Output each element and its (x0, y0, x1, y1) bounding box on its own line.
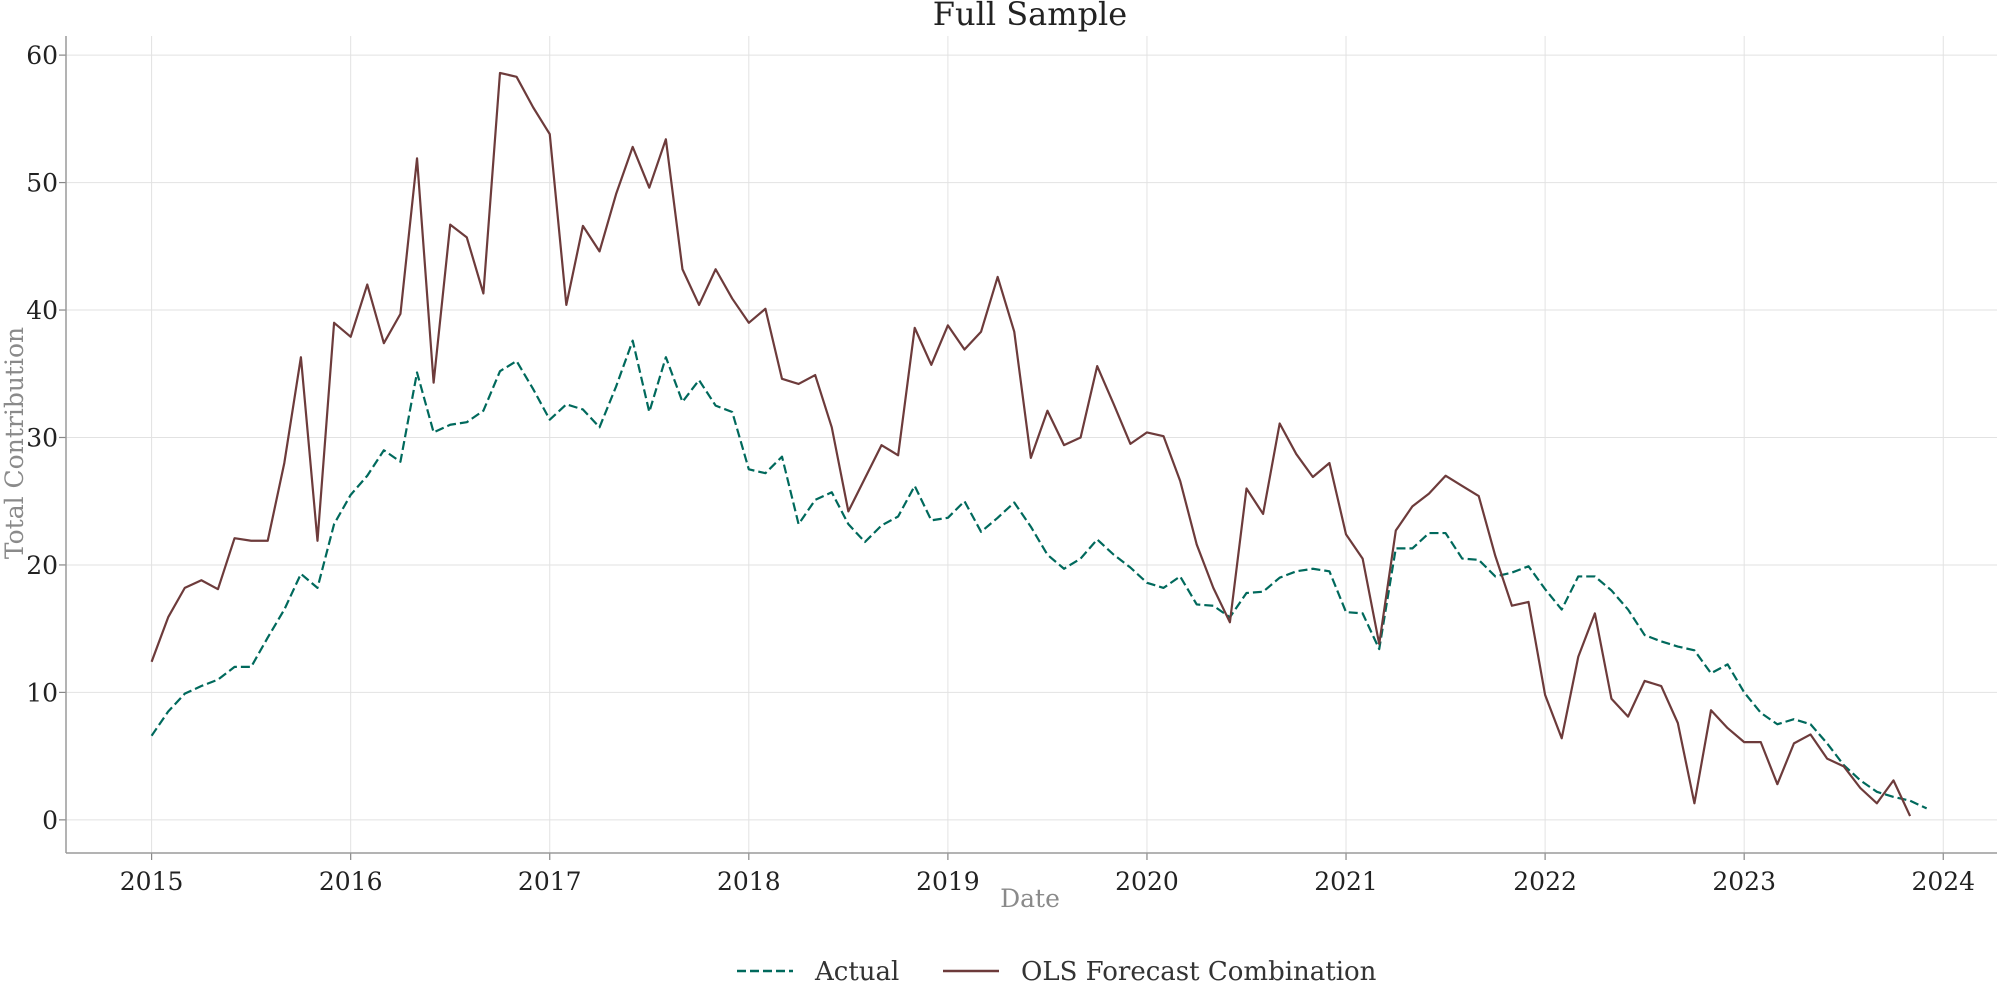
x-axis-label: Date (1000, 884, 1060, 913)
series-layer (150, 71, 1928, 817)
series-line-actual (150, 339, 1928, 810)
y-tick-label: 60 (26, 41, 58, 70)
y-axis-label: Total Contribution (0, 327, 29, 559)
grid-layer (66, 36, 1997, 853)
x-tick-label: 2021 (1314, 867, 1378, 896)
x-tick-label: 2019 (916, 867, 980, 896)
legend: Actual OLS Forecast Combination (737, 957, 1377, 987)
x-tick-label: 2022 (1513, 867, 1577, 896)
chart-title: Full Sample (933, 0, 1127, 33)
x-tick-label: 2016 (319, 867, 383, 896)
y-tick-label: 0 (42, 806, 58, 835)
x-tick-label: 2020 (1115, 867, 1179, 896)
x-tick-label: 2015 (120, 867, 184, 896)
axes-layer: 2015 2016 2017 2018 2019 2020 2021 2022 2023 2024… (26, 36, 1997, 896)
y-tick-label: 30 (26, 423, 58, 452)
y-tick-label: 50 (26, 169, 58, 198)
legend-label-actual: Actual (814, 957, 899, 987)
series-line-ols-forecast-combination (150, 71, 1912, 817)
y-tick-label: 40 (26, 296, 58, 325)
y-tick-label: 20 (26, 551, 58, 580)
x-tick-label: 2024 (1911, 867, 1975, 896)
x-tick-label: 2023 (1712, 867, 1776, 896)
y-tick-label: 10 (26, 678, 58, 707)
x-tick-label: 2018 (717, 867, 781, 896)
x-tick-label: 2017 (518, 867, 582, 896)
legend-label-ols-forecast-combination: OLS Forecast Combination (1021, 957, 1377, 987)
